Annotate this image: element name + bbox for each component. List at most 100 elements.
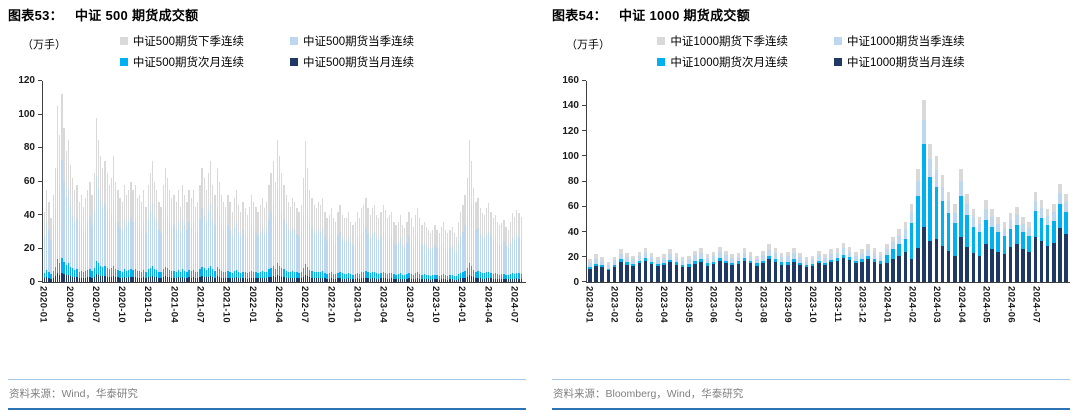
bar-segment xyxy=(268,218,270,270)
bar-segment xyxy=(779,253,784,258)
bar-segment xyxy=(74,222,76,270)
bar-segment xyxy=(432,248,434,276)
bar-segment xyxy=(158,201,160,230)
bar-segment xyxy=(266,277,268,282)
bar-segment xyxy=(816,263,821,282)
bar-segment xyxy=(455,236,458,253)
bar-segment xyxy=(486,234,488,273)
x-tick-label: 2024-06 xyxy=(1005,286,1017,323)
bar xyxy=(455,236,458,282)
bar-segment xyxy=(194,233,197,273)
bar-segment xyxy=(207,267,210,277)
bar-segment xyxy=(1027,221,1031,229)
bar-segment xyxy=(119,271,121,278)
bar-segment xyxy=(56,273,59,282)
bar-segment xyxy=(117,270,119,278)
bar-segment xyxy=(425,246,427,275)
bar-segment xyxy=(384,209,386,236)
bar xyxy=(909,204,914,282)
bar xyxy=(117,189,119,282)
bar-segment xyxy=(317,277,320,282)
bar-segment xyxy=(897,235,901,245)
bar xyxy=(253,201,255,282)
bar-segment xyxy=(909,258,914,282)
bar-segment xyxy=(511,273,514,279)
bar-segment xyxy=(451,274,453,280)
bar-segment xyxy=(397,242,399,275)
unit-label: （万手） xyxy=(566,39,610,51)
bar-segment xyxy=(332,273,335,279)
bar-segment xyxy=(511,278,514,282)
bar xyxy=(91,194,93,282)
bar-segment xyxy=(69,164,72,206)
bar xyxy=(767,244,771,282)
bar-segment xyxy=(97,189,100,264)
bar-segment xyxy=(717,251,722,259)
bar-segment xyxy=(160,272,162,279)
bar-segment xyxy=(953,222,957,256)
bar-segment xyxy=(350,278,352,282)
bar-segment xyxy=(72,178,74,215)
bar-segment xyxy=(207,211,210,268)
bar-segment xyxy=(227,277,229,282)
legend-item: 中证1000期货次月连续 xyxy=(657,54,788,70)
bar-segment xyxy=(922,227,926,282)
bar-segment xyxy=(909,204,914,213)
bar xyxy=(320,204,322,282)
bar xyxy=(240,211,242,282)
bar-segment xyxy=(132,222,134,270)
bar-segment xyxy=(637,255,642,261)
bar-segment xyxy=(755,255,759,260)
bar xyxy=(885,244,889,282)
bar-segment xyxy=(72,268,74,277)
bar-segment xyxy=(358,218,361,241)
bar-segment xyxy=(792,262,796,282)
bar-segment xyxy=(197,277,199,282)
bar-segment xyxy=(464,270,466,278)
bar-segment xyxy=(717,260,722,282)
bar-segment xyxy=(352,244,354,275)
bar xyxy=(313,204,315,282)
bar-segment xyxy=(296,208,298,235)
bar-segment xyxy=(829,259,833,263)
bar-segment xyxy=(386,218,389,241)
bar-segment xyxy=(656,264,660,267)
bar-segment xyxy=(309,277,311,282)
bar-segment xyxy=(190,271,192,278)
bar-segment xyxy=(594,265,598,282)
bar-segment xyxy=(130,268,132,277)
x-tick-label: 2023-08 xyxy=(757,286,769,323)
bar-segment xyxy=(440,226,442,247)
bar-segment xyxy=(203,268,205,277)
bar-segment xyxy=(67,263,69,275)
bar-segment xyxy=(380,236,382,273)
bar-segment xyxy=(404,279,406,282)
bar-segment xyxy=(235,277,238,282)
bar xyxy=(1008,212,1013,282)
bar xyxy=(1045,209,1050,283)
bar xyxy=(143,189,145,282)
bar xyxy=(1002,221,1007,282)
bar-segment xyxy=(520,273,522,279)
bar-segment xyxy=(464,194,466,226)
bar-segment xyxy=(393,242,395,275)
bar-segment xyxy=(244,272,246,279)
bar-segment xyxy=(391,211,393,237)
bar-segment xyxy=(365,277,367,282)
bar-segment xyxy=(408,211,410,237)
legend-item: 中证500期货当季连续 xyxy=(290,33,414,49)
bar-segment xyxy=(501,274,503,280)
bar-segment xyxy=(475,277,477,282)
bar-segment xyxy=(352,279,354,282)
bar-segment xyxy=(192,189,195,223)
bar-segment xyxy=(171,277,173,282)
bar xyxy=(304,141,307,282)
bar-segment xyxy=(477,227,479,272)
bar xyxy=(371,208,373,282)
bar-segment xyxy=(354,242,356,275)
bar-segment xyxy=(382,271,384,279)
bar-segment xyxy=(186,271,188,278)
bar xyxy=(717,246,722,282)
bar xyxy=(779,253,784,282)
x-tick-label: 2023-07 xyxy=(403,286,415,323)
